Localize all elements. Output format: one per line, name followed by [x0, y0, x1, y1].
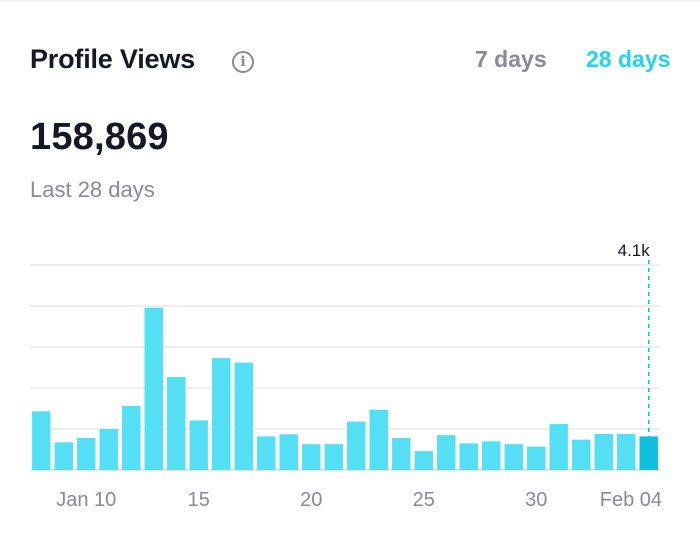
section-title: Profile Views — [30, 44, 195, 74]
chart-bar[interactable] — [302, 444, 321, 470]
tab-28-days[interactable]: 28 days — [586, 46, 671, 72]
chart-bar[interactable] — [437, 435, 456, 470]
chart-bar[interactable] — [279, 434, 298, 470]
tab-7-days[interactable]: 7 days — [475, 46, 547, 72]
chart-bar[interactable] — [392, 438, 411, 470]
chart-bar[interactable] — [504, 444, 523, 470]
x-tick-label: 25 — [413, 489, 435, 511]
chart-bar[interactable] — [594, 433, 613, 470]
x-tick-label: 15 — [188, 489, 210, 511]
total-views-value: 158,869 — [30, 116, 169, 158]
chart-bar[interactable] — [99, 429, 118, 470]
profile-views-header: Profile Views i 7 days 28 days — [30, 42, 680, 82]
x-tick-label: 20 — [300, 489, 322, 511]
top-divider — [0, 0, 700, 2]
chart-bar[interactable] — [324, 444, 343, 470]
chart-bar[interactable] — [572, 439, 591, 470]
selected-value-label: 4.1k — [618, 241, 651, 260]
chart-bar[interactable] — [549, 424, 568, 470]
chart-bar[interactable] — [212, 358, 231, 470]
chart-bar[interactable] — [369, 409, 388, 470]
chart-bar[interactable] — [32, 411, 51, 470]
chart-bar[interactable] — [482, 441, 501, 470]
x-tick-label: Feb 04 — [600, 489, 662, 511]
chart-bar[interactable] — [234, 362, 253, 470]
chart-bar[interactable] — [257, 436, 276, 470]
chart-bar[interactable] — [54, 442, 73, 470]
chart-bar[interactable] — [617, 433, 636, 470]
info-icon[interactable]: i — [232, 51, 254, 73]
profile-views-bar-chart[interactable]: 4.1k Jan 10 15 20 25 30 Feb 04 — [0, 230, 700, 520]
chart-bar[interactable] — [414, 451, 433, 470]
chart-bar[interactable] — [77, 438, 96, 470]
x-tick-label: Jan 10 — [56, 489, 116, 511]
chart-bar[interactable] — [639, 436, 658, 470]
chart-bar[interactable] — [167, 376, 186, 470]
chart-bar[interactable] — [144, 307, 163, 470]
x-tick-label: 30 — [525, 489, 547, 511]
chart-bar[interactable] — [527, 446, 546, 470]
chart-bar[interactable] — [459, 443, 478, 470]
chart-bar[interactable] — [122, 405, 141, 470]
chart-bar[interactable] — [189, 420, 208, 470]
chart-bar[interactable] — [347, 421, 366, 470]
period-label: Last 28 days — [30, 177, 155, 202]
